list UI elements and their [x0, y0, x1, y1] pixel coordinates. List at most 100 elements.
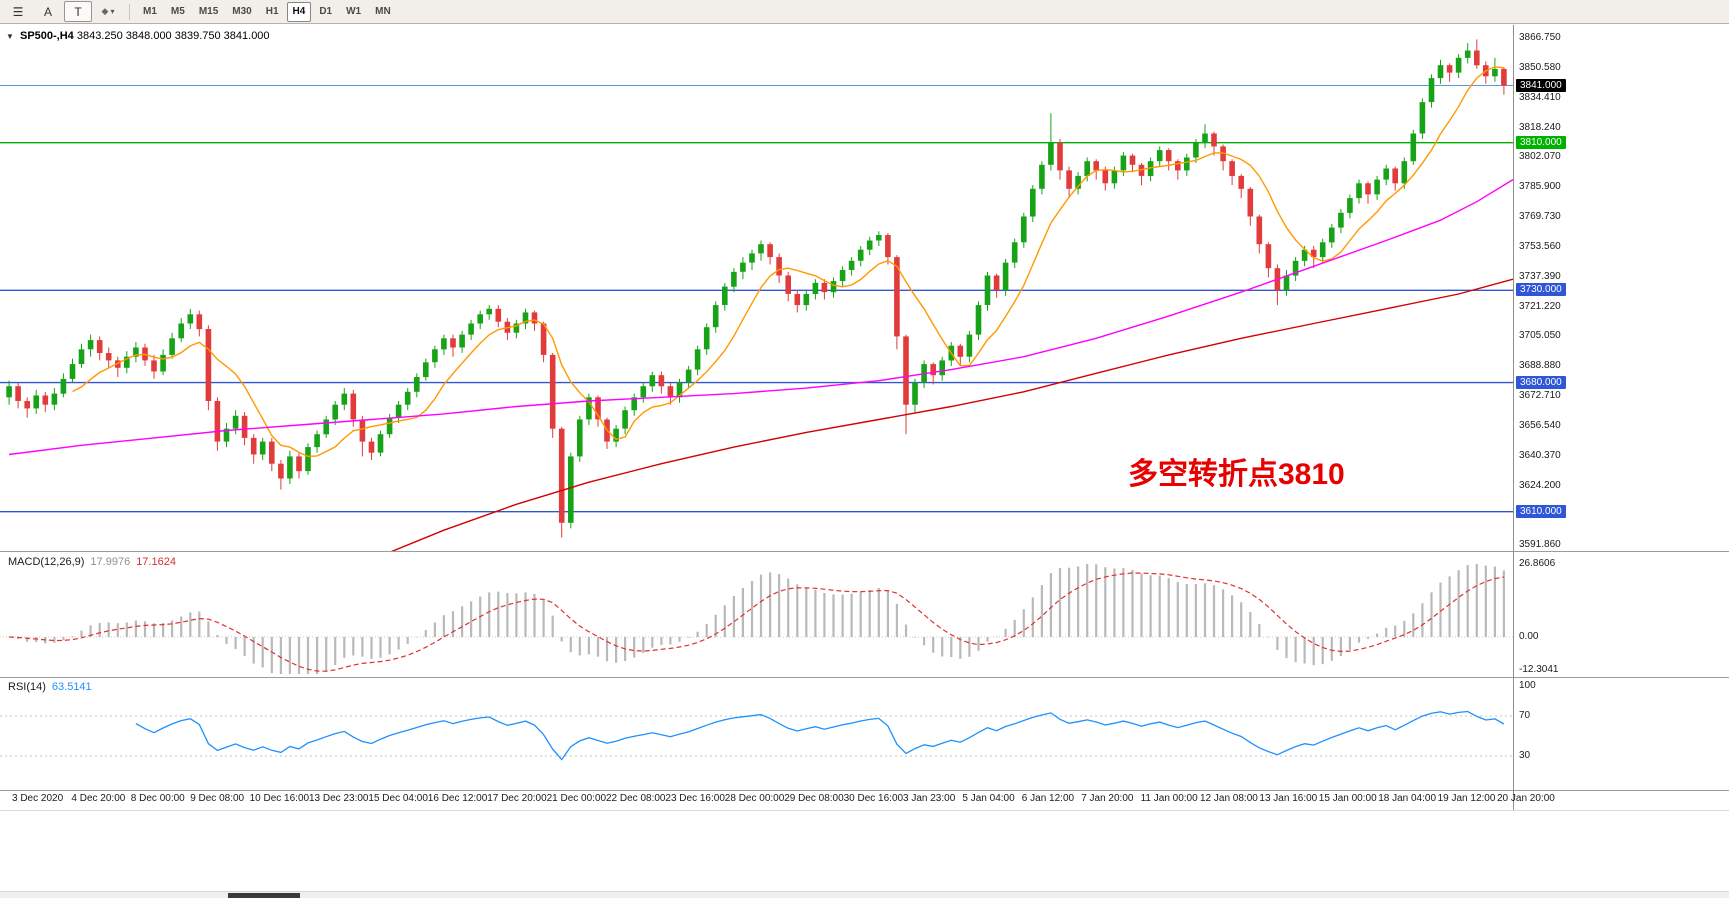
macd-bar	[1240, 602, 1243, 637]
macd-panel[interactable]	[0, 552, 1729, 676]
scrollbar-thumb[interactable]	[228, 893, 300, 898]
macd-bar	[1077, 566, 1080, 637]
text-tool-t-button[interactable]: T	[64, 1, 92, 22]
main-chart[interactable]: 多空转折点3810	[0, 26, 1729, 551]
macd-bar	[80, 630, 83, 637]
candle	[785, 275, 791, 294]
macd-bar	[596, 637, 600, 657]
macd-bar	[605, 637, 609, 662]
candle	[966, 334, 973, 357]
toolbar: ☰ A T ◆ ▾ M1 M5 M15 M30 H1 H4 D1 W1 MN	[0, 0, 1729, 24]
candle	[178, 323, 184, 339]
macd-bar	[796, 584, 799, 637]
candle	[51, 393, 58, 405]
macd-bar	[198, 611, 201, 637]
timeframe-m15[interactable]: M15	[198, 6, 219, 17]
candle	[903, 336, 909, 405]
candle	[894, 257, 900, 337]
candle	[558, 428, 565, 523]
timeframe-w1[interactable]: W1	[346, 6, 362, 17]
chevron-down-icon: ▾	[110, 7, 115, 16]
candle	[151, 360, 157, 372]
macd-bar	[750, 581, 754, 637]
annotation-text: 多空转折点3810	[1128, 458, 1345, 491]
candle	[1474, 50, 1480, 66]
macd-bar	[451, 611, 455, 637]
macd-bar	[841, 594, 844, 637]
macd-bar	[252, 637, 255, 664]
macd-bar	[1357, 637, 1361, 643]
panel-divider-rsi[interactable]	[0, 677, 1729, 678]
candle	[586, 397, 592, 420]
candle	[694, 349, 701, 370]
macd-bar	[388, 637, 391, 655]
candle	[758, 244, 764, 254]
macd-bar	[1013, 619, 1016, 637]
horizontal-scrollbar[interactable]	[0, 891, 1729, 898]
macd-bar	[1339, 637, 1342, 656]
candle	[622, 410, 628, 429]
macd-bar	[859, 592, 862, 637]
candle	[395, 404, 402, 418]
macd-bar	[1267, 636, 1270, 638]
menu-icon[interactable]: ☰	[12, 4, 24, 19]
text-tool-a-button[interactable]: A	[43, 4, 52, 19]
candle	[1383, 168, 1389, 180]
candle	[821, 282, 828, 293]
timeframe-d1[interactable]: D1	[319, 6, 333, 17]
price-axis-label: 3721.220	[1519, 300, 1561, 312]
macd-bar	[89, 625, 92, 637]
price-axis-label: 3656.540	[1519, 419, 1561, 431]
price-axis-label: 3705.050	[1519, 330, 1561, 342]
timeframe-m30[interactable]: M30	[232, 6, 252, 17]
timeframe-m1[interactable]: M1	[143, 6, 157, 17]
panel-divider-macd[interactable]	[0, 551, 1729, 552]
candle	[1319, 242, 1326, 258]
shapes-dropdown-button[interactable]: ◆ ▾	[94, 1, 122, 22]
candle	[866, 240, 873, 250]
macd-bar	[642, 637, 645, 653]
candle	[640, 386, 647, 398]
candle	[1093, 161, 1099, 171]
time-axis-label: 15 Dec 04:00	[368, 793, 428, 804]
price-axis-label: 3753.560	[1519, 240, 1561, 252]
macd-bar	[977, 637, 980, 651]
symbol-period-label: SP500-,H4	[19, 30, 74, 42]
candle	[495, 308, 502, 322]
timeframe-h4[interactable]: H4	[286, 1, 312, 22]
symbol-dropdown-icon[interactable]: ▼	[6, 32, 14, 41]
candle	[1021, 216, 1027, 243]
candle	[269, 441, 275, 464]
rsi-panel[interactable]	[0, 678, 1729, 790]
macd-bar	[1222, 589, 1225, 637]
macd-bar	[1421, 603, 1424, 637]
macd-bar	[306, 637, 310, 674]
macd-bar	[1231, 595, 1234, 637]
candle	[15, 386, 21, 401]
macd-bar	[759, 574, 763, 637]
candle	[1129, 155, 1136, 165]
candle	[377, 434, 384, 453]
candle	[876, 235, 882, 241]
macd-bar	[524, 592, 527, 637]
candle	[1084, 161, 1090, 176]
timeframe-mn[interactable]: MN	[375, 6, 391, 17]
window-bottom-border	[0, 810, 1729, 811]
price-axis-separator	[1513, 25, 1514, 810]
macd-bar	[1040, 585, 1043, 637]
macd-signal-line	[9, 572, 1505, 672]
time-axis-label: 28 Dec 00:00	[724, 793, 785, 804]
time-axis-label: 8 Dec 00:00	[130, 793, 185, 804]
macd-bar	[1303, 637, 1306, 664]
macd-bar	[950, 637, 953, 658]
time-axis-label: 12 Jan 08:00	[1200, 793, 1258, 804]
candle	[1329, 227, 1335, 243]
macd-bar	[1258, 623, 1261, 637]
timeframe-m5[interactable]: M5	[170, 6, 185, 17]
timeframe-h1[interactable]: H1	[265, 6, 279, 17]
macd-bar	[334, 637, 337, 665]
macd-bar	[297, 637, 301, 674]
price-axis-label: 3688.880	[1519, 360, 1561, 372]
time-axis-label: 23 Dec 16:00	[665, 793, 725, 804]
macd-bar	[270, 637, 273, 674]
